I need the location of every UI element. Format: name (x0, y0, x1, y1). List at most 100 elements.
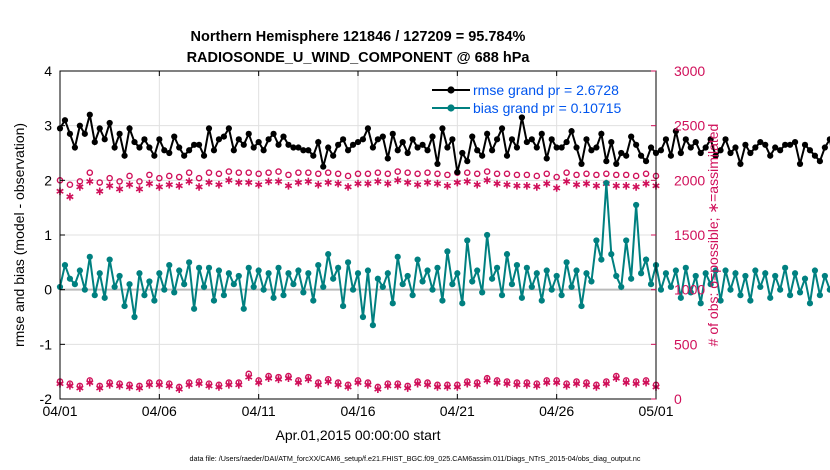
obs-possible-point (533, 172, 541, 180)
bias-point (210, 297, 218, 304)
bias-point (424, 267, 431, 274)
rmse-point (469, 133, 476, 140)
obs-assimilated-point (493, 378, 501, 387)
bias-point (131, 313, 138, 321)
rmse-point (344, 147, 352, 154)
rmse-point (404, 149, 411, 157)
obs-assimilated-point (642, 179, 650, 188)
bias-point (633, 201, 640, 209)
bias-point (116, 272, 123, 280)
obs-possible-point (354, 170, 362, 178)
bias-point (235, 272, 242, 280)
obs-assimilated-point (503, 379, 511, 388)
rmse-point (687, 144, 694, 151)
bias-point (181, 281, 188, 288)
obs-possible-point (165, 172, 173, 180)
obs-assimilated-point (125, 383, 134, 391)
obs-possible-point (384, 170, 392, 178)
obs-assimilated-point (384, 179, 392, 188)
rmse-point (71, 144, 78, 151)
obs-assimilated-point (582, 380, 591, 389)
obs-assimilated-point (562, 177, 571, 186)
bias-point (513, 261, 521, 269)
rmse-point (86, 111, 93, 118)
y-left-tick-label: -2 (40, 391, 53, 407)
obs-assimilated-point (195, 379, 203, 388)
rmse-point (245, 130, 252, 137)
rmse-point (374, 136, 381, 143)
bias-point (806, 300, 814, 307)
obs-possible-point (543, 170, 551, 178)
obs-possible-point (265, 169, 272, 176)
bias-point (474, 267, 481, 274)
obs-assimilated-point (215, 383, 223, 391)
obs-assimilated-point (433, 179, 442, 188)
obs-assimilated-point (533, 382, 541, 390)
bias-point (429, 286, 436, 293)
bias-point (111, 283, 118, 291)
obs-assimilated-point (254, 180, 263, 189)
bias-point (250, 283, 257, 291)
bias-point (518, 294, 526, 301)
rmse-point (692, 138, 699, 146)
bias-point (493, 264, 501, 271)
obs-assimilated-point (473, 380, 481, 389)
obs-assimilated-point (155, 380, 164, 389)
rmse-point (121, 152, 128, 159)
obs-possible-point (116, 178, 123, 185)
rmse-point (712, 152, 719, 159)
bias-point (677, 294, 684, 301)
rmse-point (573, 144, 580, 151)
bias-point (215, 267, 223, 274)
bias-point (310, 297, 317, 304)
obs-assimilated-point (493, 179, 501, 188)
obs-assimilated-point (324, 377, 332, 386)
obs-possible-point (364, 170, 372, 178)
rmse-point (265, 136, 272, 143)
obs-assimilated-point (483, 176, 491, 185)
bias-point (538, 297, 545, 304)
obs-assimilated-point (225, 380, 233, 389)
obs-assimilated-point (394, 382, 402, 390)
rmse-point (340, 136, 347, 143)
obs-assimilated-point (453, 178, 462, 187)
bias-point (76, 267, 83, 274)
obs-assimilated-point (453, 383, 462, 391)
obs-assimilated-point (622, 182, 630, 190)
obs-possible-point (573, 171, 580, 179)
obs-assimilated-point (642, 378, 650, 387)
bias-point (409, 292, 416, 299)
obs-assimilated-point (195, 183, 203, 191)
bias-point (295, 267, 302, 274)
obs-possible-point (324, 169, 332, 176)
obs-assimilated-point (314, 380, 322, 389)
obs-assimilated-point (513, 182, 521, 190)
rmse-point (429, 133, 436, 140)
obs-assimilated-point (334, 179, 342, 188)
rmse-point (598, 130, 605, 137)
bias-point (205, 264, 213, 271)
bias-point (598, 256, 605, 263)
rmse-point (474, 147, 481, 154)
obs-assimilated-point (145, 380, 154, 389)
obs-assimilated-point (304, 177, 313, 186)
bias-point (593, 237, 600, 244)
rmse-point (583, 136, 590, 143)
bias-point (126, 281, 133, 288)
y-left-tick-label: -1 (40, 336, 53, 352)
obs-assimilated-point (612, 182, 620, 190)
obs-assimilated-point (235, 178, 243, 187)
obs-possible-point (285, 171, 292, 179)
rmse-point (106, 119, 113, 127)
rmse-point (826, 136, 830, 143)
rmse-point (295, 144, 302, 151)
y-left-tick-label: 2 (44, 172, 52, 188)
bias-point (642, 256, 650, 263)
obs-assimilated-point (354, 378, 362, 387)
rmse-point (707, 136, 714, 143)
bias-point (330, 275, 337, 282)
obs-assimilated-point (582, 179, 591, 188)
obs-possible-point (215, 170, 223, 178)
obs-assimilated-point (86, 378, 94, 387)
rmse-point (558, 144, 565, 151)
